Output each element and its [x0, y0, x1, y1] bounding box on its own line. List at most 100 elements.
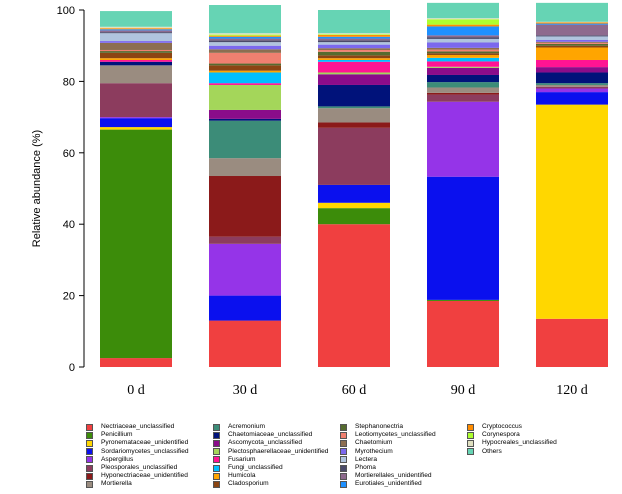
bar-segment [318, 224, 390, 367]
bar-segment [318, 208, 390, 225]
bar-segment [318, 48, 390, 50]
legend-label: Chaetomium [355, 439, 393, 447]
bar-segment [209, 109, 281, 119]
bar-segment [536, 88, 608, 93]
bar-segment [318, 44, 390, 49]
legend-label: Mortierellales_unidentified [355, 472, 432, 480]
bar-segment [100, 29, 172, 31]
legend-item: Others [467, 448, 594, 456]
legend-swatch [213, 431, 220, 439]
legend-label: Pleosporales_unclassified [101, 464, 178, 472]
bar-segment [318, 55, 390, 59]
bar-segment [427, 53, 499, 55]
bar-segment [536, 67, 608, 73]
bar-segment [209, 34, 281, 36]
plot-area [100, 2, 608, 367]
legend-label: Fusarium [228, 455, 256, 463]
bar-segment [100, 30, 172, 33]
bar-stack [427, 2, 499, 367]
x-tick-label: 30 d [233, 383, 258, 398]
bar-segment [209, 295, 281, 321]
bar-segment [427, 24, 499, 27]
bar-segment [100, 33, 172, 42]
bar-segment [209, 45, 281, 50]
legend-label: Corynespora [482, 431, 520, 439]
legend-item: Lectera [340, 456, 467, 464]
legend-item: Eurotiales_unidentified [340, 480, 467, 488]
bar-segment [536, 35, 608, 37]
bar-segment [100, 83, 172, 118]
bar-segment [100, 127, 172, 130]
legend-label: Nectriaceae_unclassified [101, 423, 175, 431]
legend-swatch [340, 456, 347, 464]
bar-segment [318, 58, 390, 60]
legend-label: Sordariomycetes_unclassified [101, 447, 189, 455]
x-tick-label: 120 d [556, 383, 588, 398]
bar-segment [536, 23, 608, 25]
bar-segment [318, 61, 390, 73]
legend-item: Acremonium [213, 423, 340, 431]
bar-segment [427, 2, 499, 19]
x-tick-label: 0 d [127, 383, 145, 398]
legend-swatch [86, 464, 93, 472]
bar-segment [318, 34, 390, 35]
legend-swatch [467, 439, 474, 447]
bar-segment [318, 34, 390, 37]
bar-stack [318, 10, 390, 367]
bar-segment [209, 38, 281, 41]
bar-stack [536, 2, 608, 367]
bar-stack [209, 5, 281, 367]
bar-segment [536, 21, 608, 23]
bar-segment [427, 47, 499, 50]
bar-segment [427, 92, 499, 95]
legend-swatch [340, 423, 347, 431]
legend-label: Chaetomiaceae_unclassified [228, 431, 313, 439]
bar-segment [209, 42, 281, 46]
legend-label: Myrothecium [355, 447, 393, 455]
legend-item: Humicola [213, 472, 340, 480]
bar-segment [318, 106, 390, 109]
bar-segment [209, 63, 281, 66]
legend-swatch [340, 448, 347, 456]
x-axis-labels: 0 d 30 d 60 d 90 d 120 d [127, 383, 588, 398]
bar-segment [536, 2, 608, 22]
bar-segment [536, 83, 608, 85]
legend-item: Stephanonectria [340, 423, 467, 431]
bar-segment [318, 84, 390, 107]
bar-segment [318, 33, 390, 35]
bar-segment [209, 176, 281, 237]
legend-swatch [340, 464, 347, 472]
bar-segment [209, 158, 281, 177]
bar-segment [427, 176, 499, 300]
legend-swatch [86, 472, 93, 480]
legend-swatch [213, 464, 220, 472]
bar-segment [536, 318, 608, 367]
legend-label: Lectera [355, 455, 377, 463]
bar-segment [318, 72, 390, 75]
legend-item: Fusarium [213, 456, 340, 464]
legend-label: Phoma [355, 464, 376, 472]
bar-segment [318, 184, 390, 203]
legend-swatch [213, 472, 220, 480]
legend-item: Hypocreales_unclassified [467, 439, 594, 447]
legend-item: Mortierella [86, 480, 213, 488]
bar-segment [536, 24, 608, 36]
bar-segment [318, 74, 390, 85]
legend-label: Stephanonectria [355, 423, 404, 431]
bar-segment [536, 86, 608, 89]
bar-segment [100, 52, 172, 59]
bar-segment [427, 54, 499, 58]
legend-label: Plectosphaerellaceae_unidentified [228, 447, 329, 455]
bar-segment [536, 42, 608, 44]
bar-segment [427, 74, 499, 83]
legend-swatch [86, 448, 93, 456]
legend-swatch [340, 480, 347, 488]
bar-segment [318, 49, 390, 52]
legend-item: Aspergillus [86, 456, 213, 464]
legend-swatch [467, 423, 474, 431]
bar-segment [100, 129, 172, 359]
bar-segment [427, 19, 499, 25]
legend-item: Ascomycota_unclassified [213, 439, 340, 447]
legend-item: Phoma [340, 464, 467, 472]
legend-swatch [213, 480, 220, 488]
